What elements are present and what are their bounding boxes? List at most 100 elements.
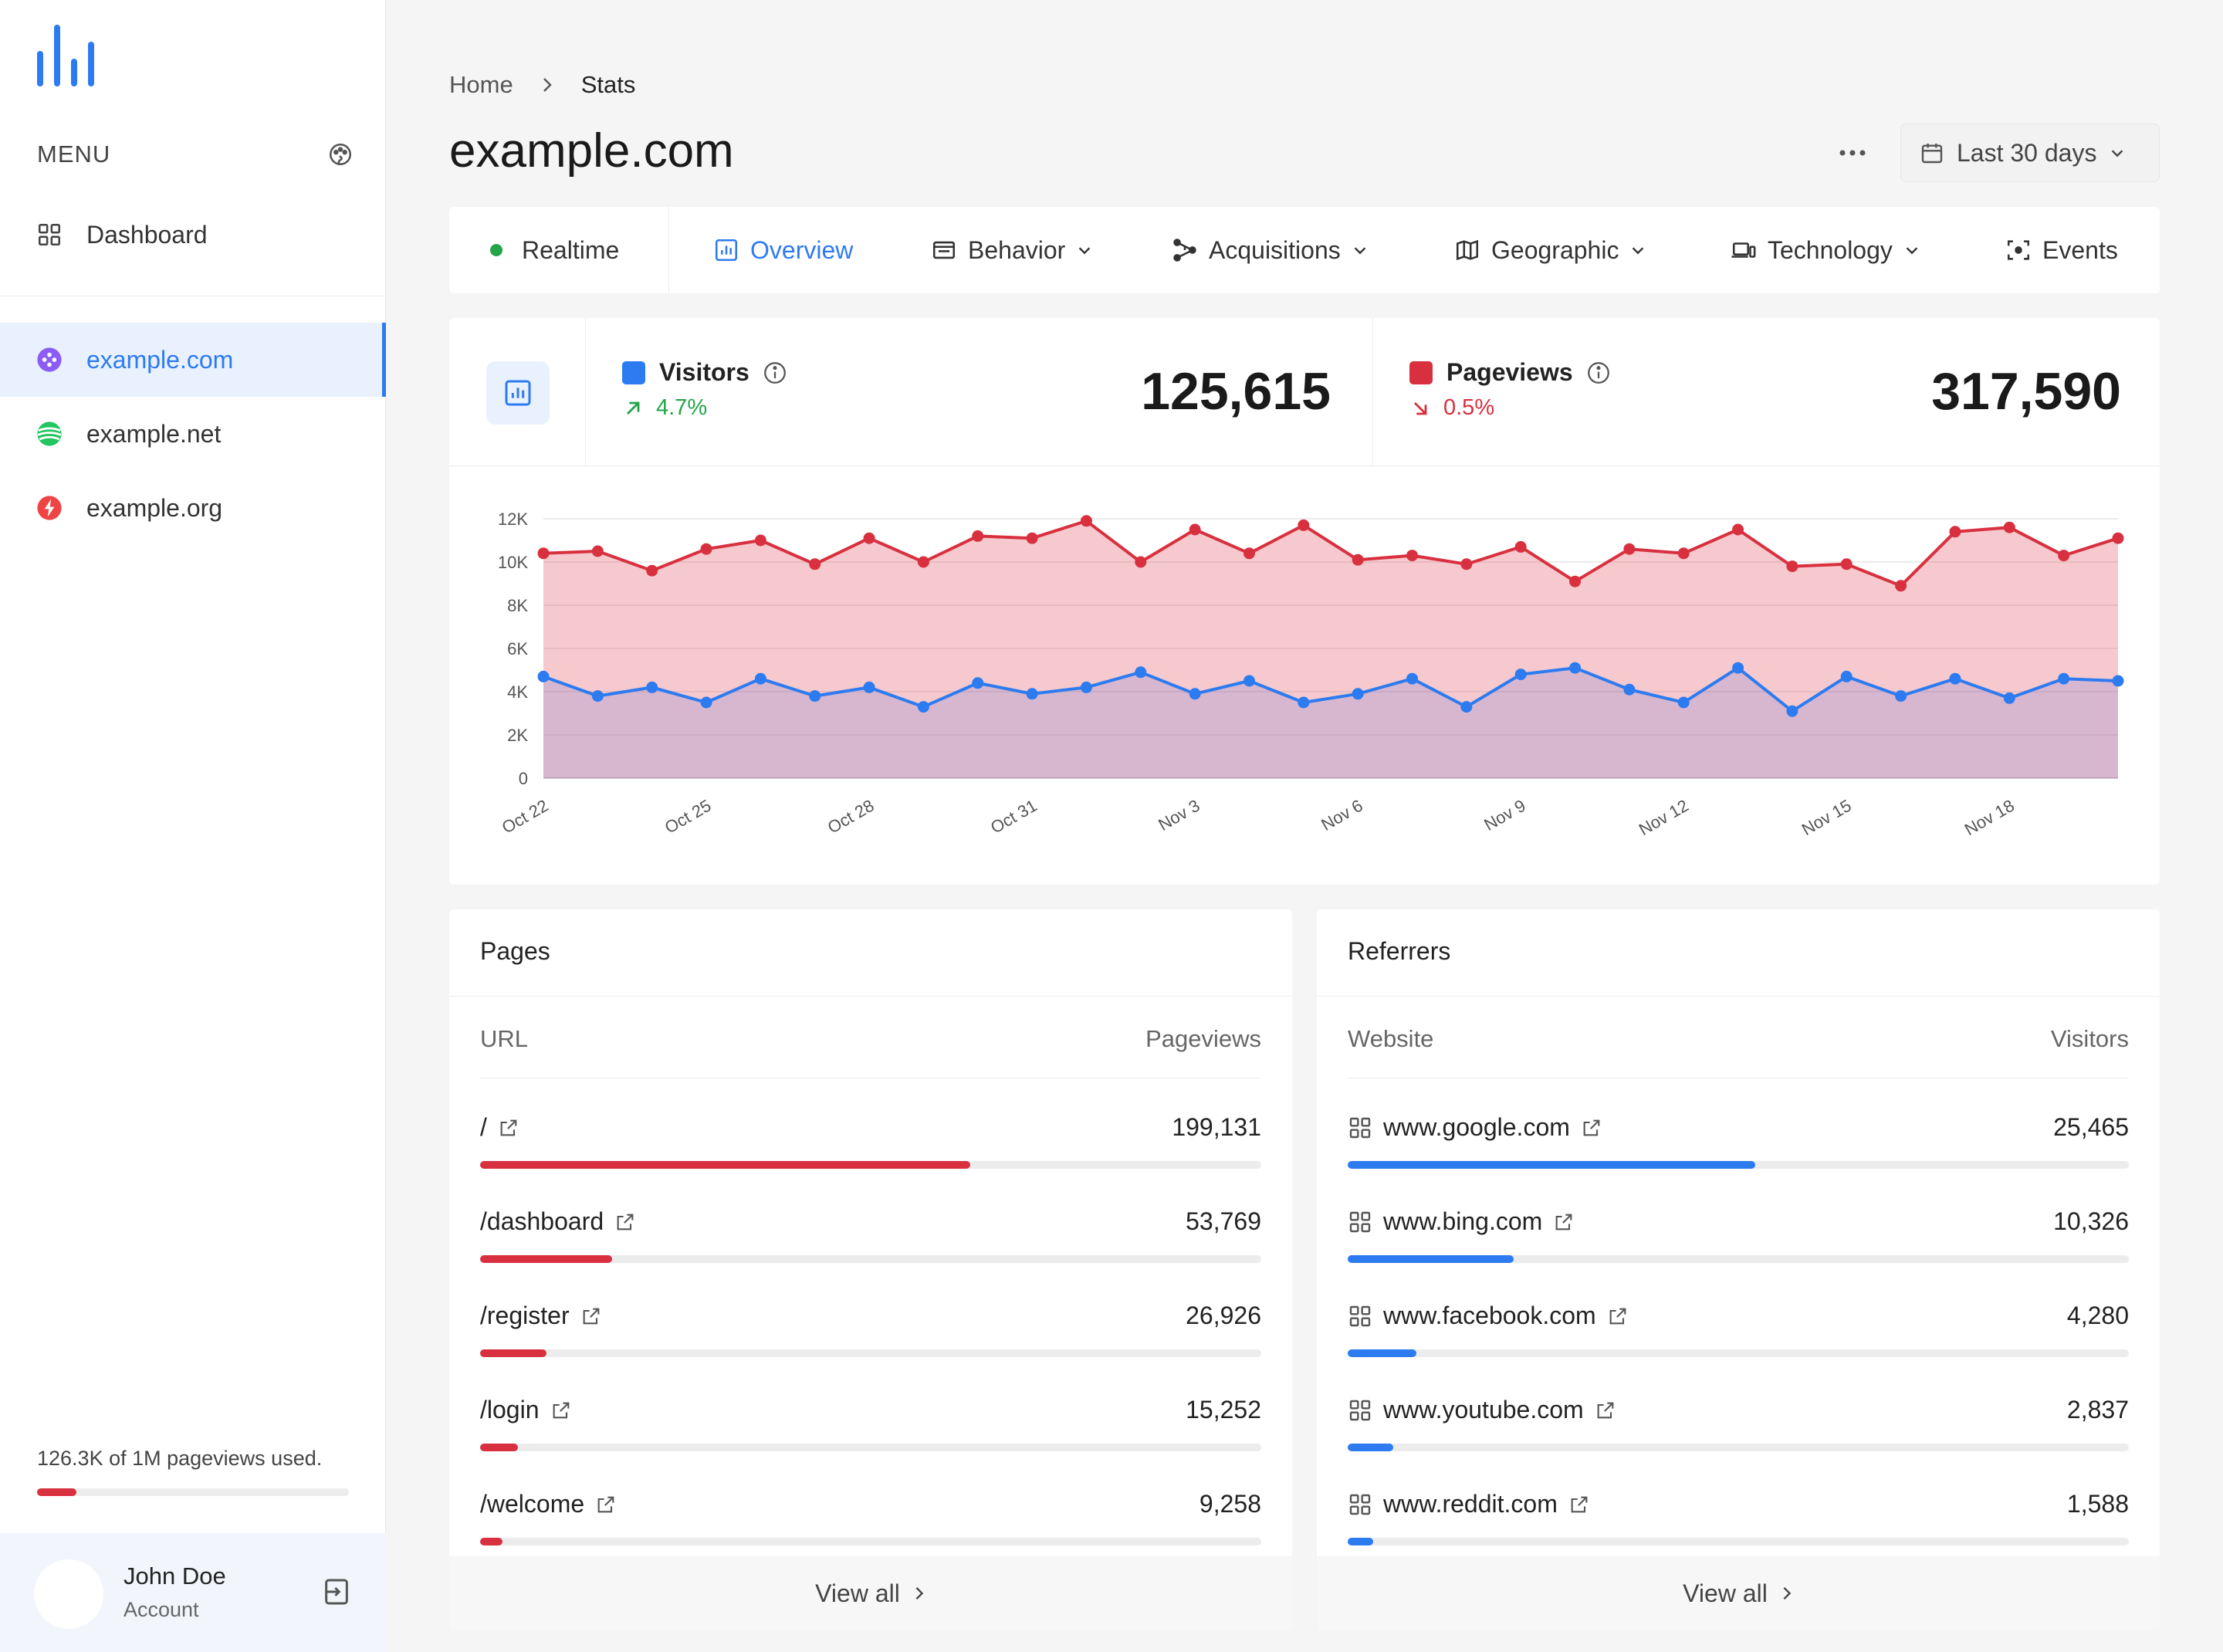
external-link-icon[interactable] <box>1595 1400 1616 1421</box>
visitors-point <box>1569 662 1582 674</box>
logo-icon[interactable] <box>36 23 100 88</box>
row-bar-track <box>1348 1161 2129 1169</box>
table-row[interactable]: www.reddit.com 1,588 <box>1348 1485 2129 1579</box>
logout-icon[interactable] <box>321 1576 352 1607</box>
sidebar-item-example-com[interactable]: example.com <box>0 323 386 397</box>
row-bar-fill <box>1348 1255 1514 1263</box>
external-link-icon[interactable] <box>1553 1211 1575 1233</box>
table-row[interactable]: / 199,131 <box>480 1109 1261 1203</box>
referrers-view-all-button[interactable]: View all <box>1317 1556 2160 1630</box>
row-label-text[interactable]: www.bing.com <box>1383 1207 1543 1235</box>
pageviews-label: Pageviews <box>1446 358 1573 386</box>
row-bar-track <box>1348 1349 2129 1357</box>
tab-behavior[interactable]: Behavior <box>931 207 1093 293</box>
row-label: www.reddit.com <box>1348 1490 1590 1518</box>
tab-label: Realtime <box>522 235 620 264</box>
table-row[interactable]: /login 15,252 <box>480 1391 1261 1485</box>
chevron-right-icon <box>543 78 552 92</box>
more-options-button[interactable] <box>1831 139 1874 167</box>
row-label-text[interactable]: /dashboard <box>480 1207 604 1235</box>
pageviews-point <box>591 545 604 557</box>
pageviews-point <box>1732 523 1744 536</box>
external-link-icon[interactable] <box>498 1117 519 1139</box>
row-bar-fill <box>1348 1444 1393 1451</box>
row-label-text[interactable]: /login <box>480 1396 540 1423</box>
pageviews-point <box>972 530 984 542</box>
visitors-point <box>1352 688 1364 700</box>
row-label-text[interactable]: www.facebook.com <box>1383 1302 1596 1329</box>
chevron-down-icon <box>1076 242 1093 259</box>
table-row[interactable]: www.bing.com 10,326 <box>1348 1203 2129 1297</box>
tab-acquisitions[interactable]: Acquisitions <box>1172 207 1369 293</box>
site-grid-icon <box>1348 1115 1372 1140</box>
sidebar-item-example-org[interactable]: example.org <box>0 471 386 545</box>
visitors-line <box>543 666 2119 713</box>
row-value: 199,131 <box>1172 1113 1261 1141</box>
pageviews-metric-label[interactable]: Pageviews <box>1409 358 1612 387</box>
pages-card-title: Pages <box>480 937 550 965</box>
row-label-text[interactable]: /register <box>480 1302 570 1329</box>
usage-text: 126.3K of 1M pageviews used. <box>37 1447 323 1470</box>
avatar[interactable] <box>34 1559 103 1629</box>
window-icon <box>931 237 957 263</box>
tab-overview[interactable]: Overview <box>713 207 853 293</box>
pageviews-point <box>1243 547 1255 560</box>
tab-events[interactable]: Events <box>2005 207 2118 293</box>
row-label-text[interactable]: /welcome <box>480 1490 585 1518</box>
table-row[interactable]: www.google.com 25,465 <box>1348 1109 2129 1203</box>
column-header-visitors: Visitors <box>2050 1025 2129 1052</box>
external-link-icon[interactable] <box>1607 1305 1629 1327</box>
tab-technology[interactable]: Technology <box>1731 207 1920 293</box>
external-link-icon[interactable] <box>614 1211 636 1233</box>
pageviews-point <box>2058 550 2070 562</box>
sidebar-item-example-net[interactable]: example.net <box>0 397 386 471</box>
site-grid-icon <box>1348 1210 1372 1234</box>
tab-realtime[interactable]: Realtime <box>489 207 619 293</box>
row-bar-fill <box>480 1255 613 1263</box>
account-panel[interactable]: John Doe Account <box>0 1533 386 1652</box>
visitors-point <box>1026 688 1038 700</box>
visitors-point <box>2058 672 2070 685</box>
palette-icon[interactable] <box>327 141 354 168</box>
date-range-button[interactable]: Last 30 days <box>1900 124 2160 182</box>
external-link-icon[interactable] <box>580 1305 602 1327</box>
sidebar-item-dashboard[interactable]: Dashboard <box>0 198 386 272</box>
table-row[interactable]: /register 26,926 <box>480 1297 1261 1391</box>
traffic-area-chart[interactable]: 0 2K 4K 6K 8K 10K 12K Oct 22 Oct 25 Oct 28 Oct 31 N… <box>449 466 2160 883</box>
row-bar-track <box>480 1349 1261 1357</box>
view-all-label: View all <box>815 1579 900 1607</box>
pages-card: Pages URL Pageviews / 199,131/dashboard 53… <box>449 909 1292 1630</box>
external-link-icon[interactable] <box>1581 1117 1602 1139</box>
row-label-text[interactable]: www.google.com <box>1383 1113 1570 1141</box>
visitors-point <box>1189 688 1201 700</box>
external-link-icon[interactable] <box>595 1494 617 1515</box>
row-label-text[interactable]: www.reddit.com <box>1383 1490 1558 1518</box>
sidebar-item-label: example.com <box>86 345 234 374</box>
row-value: 26,926 <box>1186 1302 1261 1329</box>
table-row[interactable]: /dashboard 53,769 <box>480 1203 1261 1297</box>
x-tick-label: Nov 12 <box>1636 796 1692 840</box>
x-tick-label: Oct 22 <box>499 796 552 838</box>
info-icon[interactable] <box>762 360 788 386</box>
external-link-icon[interactable] <box>1568 1494 1590 1515</box>
row-label-text[interactable]: www.youtube.com <box>1383 1396 1584 1423</box>
y-tick-label: 4K <box>507 682 528 702</box>
breadcrumb-home[interactable]: Home <box>449 71 513 98</box>
pages-view-all-button[interactable]: View all <box>449 1556 1292 1630</box>
external-link-icon[interactable] <box>550 1400 572 1421</box>
row-value: 53,769 <box>1186 1207 1261 1235</box>
row-bar-fill <box>480 1349 547 1357</box>
tab-geographic[interactable]: Geographic <box>1454 207 1646 293</box>
tab-label: Technology <box>1768 235 1893 264</box>
row-label-text[interactable]: / <box>480 1113 487 1141</box>
pageviews-point <box>1460 558 1473 570</box>
info-icon[interactable] <box>1585 360 1612 386</box>
table-row[interactable]: /welcome 9,258 <box>480 1485 1261 1579</box>
visitors-metric-label[interactable]: Visitors <box>622 358 788 387</box>
table-row[interactable]: www.youtube.com 2,837 <box>1348 1391 2129 1485</box>
y-tick-label: 2K <box>507 726 528 745</box>
table-row[interactable]: www.facebook.com 4,280 <box>1348 1297 2129 1391</box>
row-label: /welcome <box>480 1490 617 1518</box>
visitors-point <box>646 681 658 693</box>
visitors-legend-swatch <box>622 361 645 384</box>
